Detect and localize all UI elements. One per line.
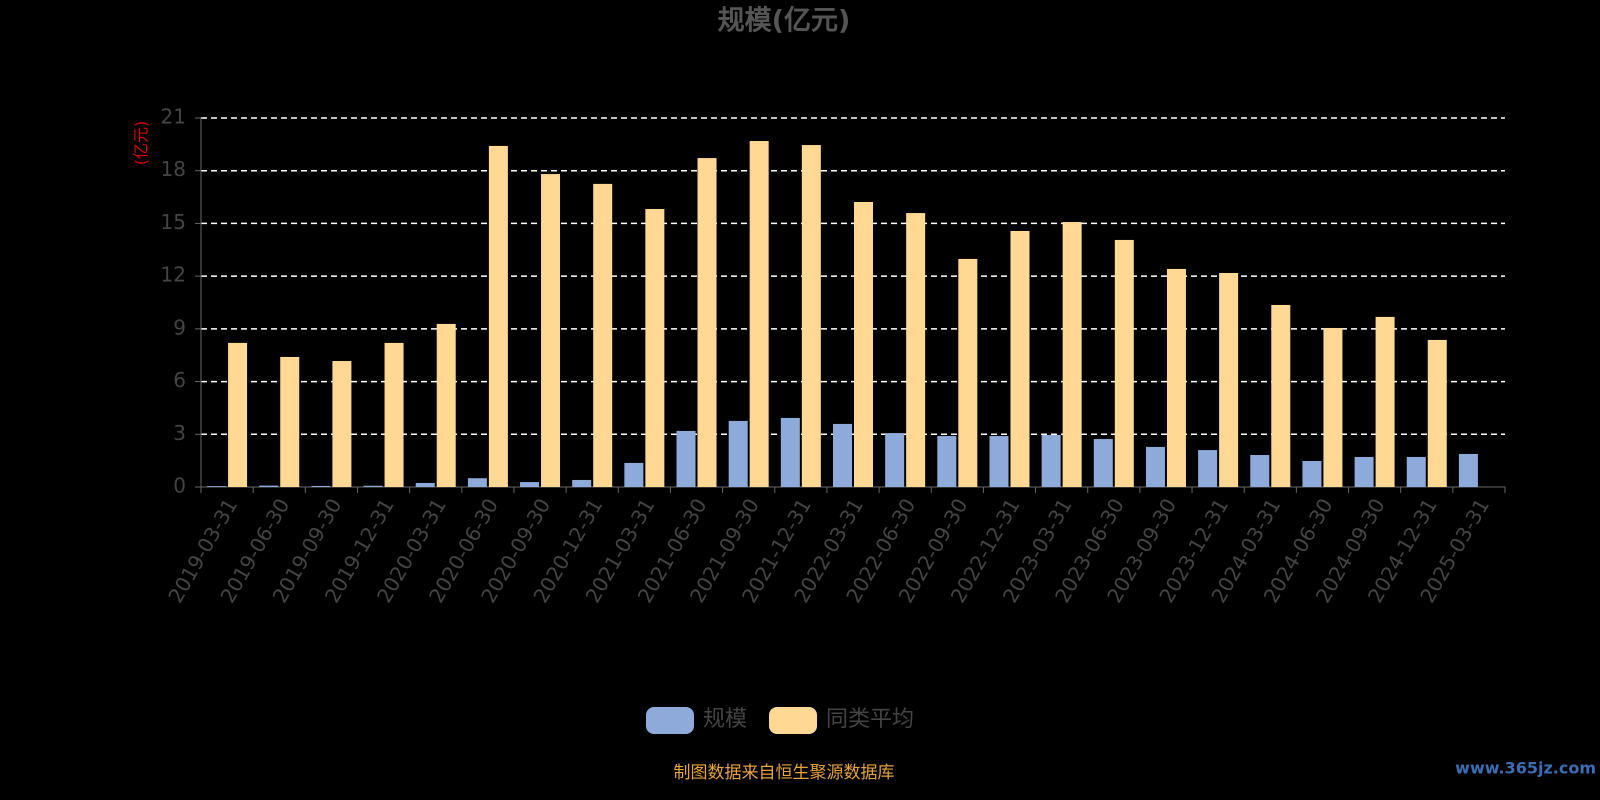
bar xyxy=(1458,453,1478,487)
bar xyxy=(728,420,748,487)
bar xyxy=(332,361,352,487)
bar xyxy=(541,174,561,487)
bar xyxy=(436,323,456,487)
bar xyxy=(311,485,331,487)
bar xyxy=(676,430,696,487)
bar xyxy=(280,356,300,487)
bar xyxy=(259,485,279,487)
legend-label: 规模 xyxy=(703,707,747,732)
bar xyxy=(363,485,383,487)
y-tick-label: 21 xyxy=(161,105,186,129)
bar xyxy=(833,423,852,487)
y-tick-label: 15 xyxy=(161,210,186,234)
bar xyxy=(854,201,873,487)
bar xyxy=(1145,446,1165,487)
watermark: www.365jz.com xyxy=(1455,759,1596,778)
legend-swatch xyxy=(769,707,818,734)
y-tick-label: 0 xyxy=(173,474,186,498)
bar xyxy=(207,486,227,487)
source-note: 制图数据来自恒生聚源数据库 xyxy=(674,763,895,783)
legend-label: 同类平均 xyxy=(826,707,914,732)
bar xyxy=(593,183,613,487)
y-tick-label: 3 xyxy=(173,421,186,445)
y-tick-label: 18 xyxy=(161,157,186,181)
bar xyxy=(1114,239,1134,487)
y-tick-label: 9 xyxy=(173,315,186,339)
bar xyxy=(937,436,957,487)
bar xyxy=(645,209,665,487)
bar xyxy=(1323,327,1343,487)
bar xyxy=(906,213,926,487)
bar xyxy=(801,145,821,487)
bar xyxy=(885,433,905,487)
bar xyxy=(1198,450,1218,487)
bar xyxy=(467,478,487,487)
bar xyxy=(697,158,717,487)
bar xyxy=(1093,439,1113,487)
bar xyxy=(1062,222,1082,487)
bar xyxy=(1375,316,1395,487)
y-tick-label: 6 xyxy=(173,368,186,392)
bar xyxy=(384,342,404,487)
bar xyxy=(989,436,1009,487)
legend-swatch xyxy=(646,707,694,734)
bar xyxy=(228,342,248,487)
bar xyxy=(1166,268,1186,487)
bar xyxy=(1250,455,1270,487)
chart-title: 规模(亿元) xyxy=(718,6,851,37)
bar xyxy=(624,462,644,487)
bar xyxy=(1302,460,1322,487)
bar xyxy=(1406,456,1426,487)
y-tick-label: 12 xyxy=(161,263,186,287)
bar xyxy=(749,141,769,488)
bar xyxy=(1271,304,1291,487)
bar xyxy=(1427,339,1447,487)
y-axis-label: (亿元) xyxy=(132,121,151,166)
bar xyxy=(572,479,592,487)
bar xyxy=(1010,230,1030,487)
bar xyxy=(1041,434,1061,487)
bar xyxy=(1354,456,1374,487)
bar xyxy=(958,258,978,487)
bar xyxy=(415,482,435,487)
bar xyxy=(520,482,540,487)
bar xyxy=(780,417,800,487)
bar xyxy=(1219,272,1239,487)
bar xyxy=(488,145,508,487)
